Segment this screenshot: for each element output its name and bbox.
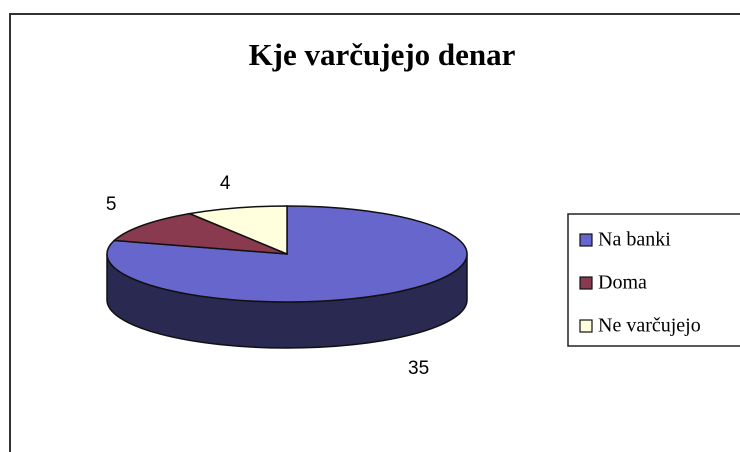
data-label: 5 — [106, 194, 117, 215]
chart-title: Kje varčujejo denar — [249, 37, 516, 72]
legend — [567, 213, 740, 347]
legend-swatch — [579, 276, 593, 290]
pie-slice — [112, 212, 288, 255]
legend-swatch — [579, 233, 593, 247]
legend-label: Ne varčujejo — [598, 315, 701, 337]
data-label: 35 — [408, 358, 429, 379]
legend-label: Na banki — [598, 229, 671, 251]
pie-slice — [187, 205, 288, 256]
legend-label: Doma — [598, 272, 647, 294]
data-label: 4 — [220, 173, 231, 194]
legend-swatch — [579, 319, 593, 333]
